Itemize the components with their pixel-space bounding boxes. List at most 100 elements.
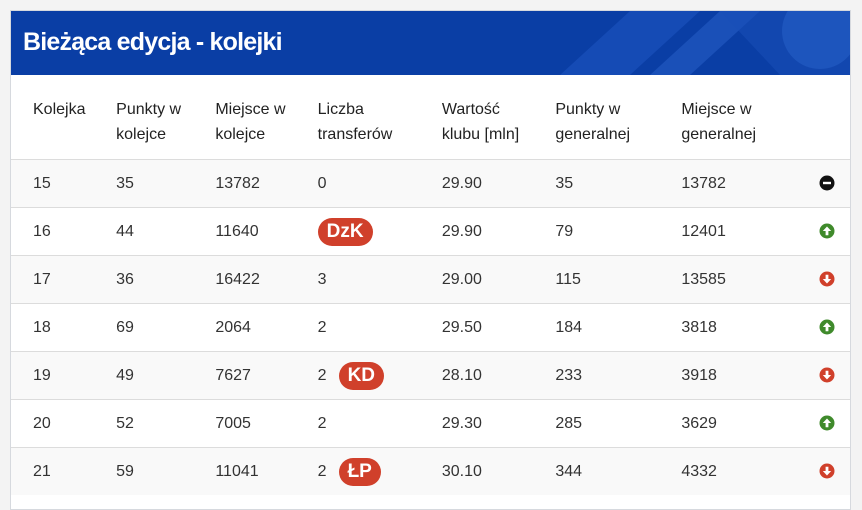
col-punkty-kolejka-cell: 44 [116,207,216,256]
col-miejsce-generalna-cell: 3629 [681,399,809,448]
table-body: 15 35 13782 0 29.90 35 13782 16 44 11640 DzK 29.90 7… [11,159,850,495]
header-label-line: generalnej [681,126,757,143]
col-kolejka-cell: 19 [11,351,117,400]
rounds-table: Kolejka Punkty w kolejce Miejsce w kolejce Li… [11,91,850,495]
col-punkty-generalna-cell: 79 [555,207,682,256]
col-kolejka-cell: 18 [11,303,117,352]
col-kolejka-cell: 15 [11,159,117,208]
status-header [808,91,850,160]
col-wartosc-klubu-cell: 29.50 [441,303,556,352]
panel-header: Bieżąca edycja - kolejki [11,11,850,75]
col-liczba-transferow-header: Liczba transferów [318,91,442,160]
col-punkty-generalna-cell: 285 [555,399,682,448]
arrow-up-circle-icon [819,223,835,239]
header-label-line: Punkty w [116,101,182,118]
trend-cell [808,303,850,352]
col-wartosc-klubu-header: Wartość klubu [mln] [442,91,556,160]
col-wartosc-klubu-cell: 29.00 [441,255,556,304]
header-decoration [560,11,850,75]
trend-cell [808,159,850,208]
col-punkty-generalna-cell: 184 [555,303,682,352]
transfer-count: 0 [317,174,327,192]
col-kolejka-cell: 17 [11,255,117,304]
table-header-row: Kolejka Punkty w kolejce Miejsce w kolejce Li… [11,91,850,160]
trend-cell [808,255,850,304]
header-label-line: klubu [mln] [441,126,520,143]
col-punkty-generalna-cell: 233 [555,351,682,400]
col-miejsce-kolejka-cell: 7627 [215,351,318,400]
col-punkty-kolejka-cell: 69 [116,303,216,352]
col-miejsce-kolejka-cell: 11640 [215,207,318,256]
col-punkty-generalna-cell: 344 [555,447,682,495]
col-miejsce-generalna-cell: 4332 [681,447,809,495]
table-row: 17 36 16422 3 29.00 115 13585 [11,255,850,304]
minus-circle-icon [819,175,835,191]
col-wartosc-klubu-cell: 29.30 [441,399,556,448]
col-wartosc-klubu-cell: 30.10 [441,447,556,495]
col-miejsce-generalna-cell: 3818 [681,303,809,352]
col-kolejka-cell: 16 [11,207,117,256]
transfer-count: 2 [317,414,327,432]
col-miejsce-generalna-header: Miejsce w generalnej [681,91,808,160]
col-wartosc-klubu-cell: 28.10 [441,351,556,400]
col-miejsce-generalna-cell: 13782 [681,159,809,208]
trend-cell [808,207,850,256]
col-miejsce-generalna-cell: 3918 [681,351,809,400]
panel-title: Bieżąca edycja - kolejki [23,28,283,56]
col-miejsce-kolejka-cell: 2064 [215,303,318,352]
col-punkty-kolejka-cell: 59 [116,447,216,495]
arrow-down-circle-icon [819,367,835,383]
transfer-badge[interactable]: KD [338,361,385,390]
col-liczba-transferow-cell: 0 [317,159,442,208]
col-kolejka-header: Kolejka [11,91,116,160]
header-label-line: Punkty w [555,101,621,118]
table-row: 15 35 13782 0 29.90 35 13782 [11,159,850,208]
arrow-down-circle-icon [819,271,835,287]
col-miejsce-kolejka-header: Miejsce w kolejce [215,91,317,160]
col-punkty-kolejka-cell: 35 [116,159,216,208]
col-liczba-transferow-cell: 2 [317,399,442,448]
trend-cell [808,399,850,448]
col-liczba-transferow-cell: 2 ŁP [317,447,442,495]
header-label-line: transferów [317,126,393,143]
col-liczba-transferow-cell: 2 KD [317,351,442,400]
col-punkty-generalna-header: Punkty w generalnej [555,91,681,160]
transfer-badge[interactable]: DzK [317,217,373,246]
col-punkty-kolejka-cell: 36 [116,255,216,304]
col-punkty-kolejka-header: Punkty w kolejce [116,91,215,160]
header-label-line: kolejce [215,126,266,143]
arrow-up-circle-icon [819,319,835,335]
col-kolejka-cell: 21 [11,447,117,495]
transfer-badge[interactable]: ŁP [338,457,381,486]
col-punkty-generalna-cell: 35 [555,159,682,208]
transfer-count: 3 [317,270,327,288]
col-miejsce-kolejka-cell: 13782 [215,159,318,208]
col-wartosc-klubu-cell: 29.90 [441,207,556,256]
col-wartosc-klubu-cell: 29.90 [441,159,556,208]
col-punkty-kolejka-cell: 49 [116,351,216,400]
header-label-line: Wartość [441,101,500,118]
table-row: 21 59 11041 2 ŁP 30.10 344 4332 [11,447,850,495]
col-miejsce-generalna-cell: 13585 [681,255,809,304]
col-punkty-generalna-cell: 115 [555,255,682,304]
table-row: 20 52 7005 2 29.30 285 3629 [11,399,850,448]
col-miejsce-kolejka-cell: 16422 [215,255,318,304]
col-liczba-transferow-cell: 2 [317,303,442,352]
arrow-up-circle-icon [819,415,835,431]
col-miejsce-generalna-cell: 12401 [681,207,809,256]
table-row: 19 49 7627 2 KD 28.10 233 3918 [11,351,850,400]
col-kolejka-cell: 20 [11,399,117,448]
transfer-count: 2 [317,366,327,384]
rounds-panel: Bieżąca edycja - kolejki Kolejka Punkty w… [10,10,851,510]
col-punkty-kolejka-cell: 52 [116,399,216,448]
trend-cell [808,447,850,495]
header-label-line: Liczba [317,101,364,118]
col-miejsce-kolejka-cell: 11041 [215,447,318,495]
header-label-line: Miejsce w [215,101,286,118]
header-label-line: Kolejka [33,101,86,118]
header-label-line: Miejsce w [681,101,752,118]
header-label-line: generalnej [555,126,631,143]
header-label-line: kolejce [116,126,166,143]
col-miejsce-kolejka-cell: 7005 [215,399,318,448]
col-liczba-transferow-cell: DzK [317,207,442,256]
